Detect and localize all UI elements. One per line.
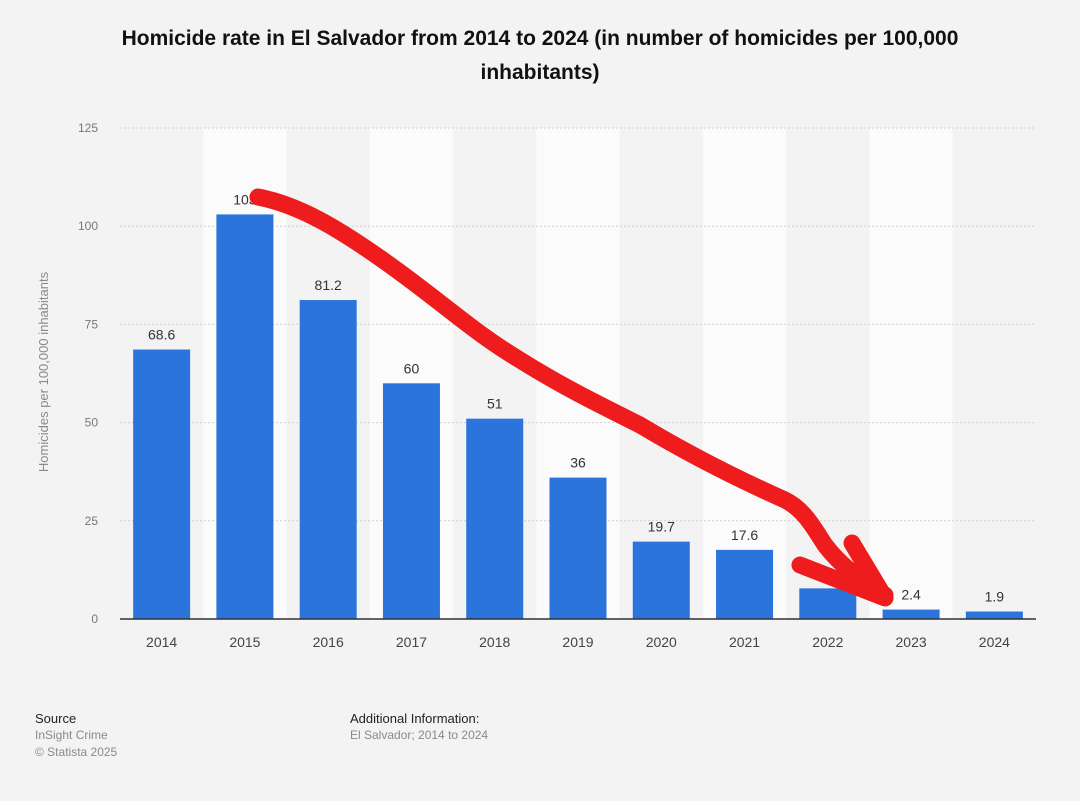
source-block: Source InSight Crime © Statista 2025 [35, 710, 117, 761]
chart-title: Homicide rate in El Salvador from 2014 t… [121, 27, 959, 84]
data-label-2024: 1.9 [985, 589, 1005, 605]
bar-2014 [133, 349, 191, 619]
data-label-2021: 17.6 [731, 527, 758, 543]
bar-2015 [216, 214, 274, 619]
red-arrow-head [791, 534, 894, 607]
additional-info-block: Additional Information: El Salvador; 201… [350, 710, 488, 744]
x-tick-label: 2024 [979, 634, 1010, 650]
source-heading: Source [35, 711, 77, 726]
bar-2019 [549, 477, 607, 619]
y-tick-label: 75 [85, 317, 99, 331]
bar-2024 [965, 611, 1023, 619]
bar-2020 [632, 541, 690, 619]
data-label-2023: 2.4 [901, 587, 921, 603]
additional-info-heading: Additional Information: [350, 711, 480, 726]
column-shade [702, 128, 787, 619]
y-tick-label: 100 [78, 219, 98, 233]
additional-info-text: El Salvador; 2014 to 2024 [350, 728, 489, 742]
x-tick-label: 2018 [479, 634, 510, 650]
x-tick-label: 2021 [729, 634, 760, 650]
y-axis-label: Homicides per 100,000 inhabitants [36, 271, 51, 473]
x-tick-label: 2016 [313, 634, 344, 650]
bar-2017 [382, 383, 440, 619]
x-tick-label: 2014 [146, 634, 177, 650]
bar-2022 [799, 588, 857, 619]
bar-2021 [716, 549, 774, 619]
y-tick-label: 25 [85, 514, 99, 528]
data-label-2018: 51 [487, 396, 503, 412]
y-tick-label: 50 [85, 416, 99, 430]
x-tick-label: 2017 [396, 634, 427, 650]
x-tick-label: 2023 [896, 634, 927, 650]
x-tick-label: 2022 [812, 634, 843, 650]
column-shade [869, 128, 953, 619]
bar-2023 [882, 609, 940, 619]
data-label-2014: 68.6 [148, 327, 175, 343]
data-label-2020: 19.7 [648, 519, 675, 535]
data-label-2019: 36 [570, 455, 586, 471]
y-tick-label: 125 [78, 121, 98, 135]
y-tick-label: 0 [91, 612, 98, 626]
bar-2018 [466, 418, 524, 619]
bar-2016 [299, 300, 357, 619]
copyright-line: © Statista 2025 [35, 745, 118, 759]
data-label-2017: 60 [404, 360, 420, 376]
x-tick-label: 2015 [229, 634, 260, 650]
source-line[interactable]: InSight Crime [35, 728, 108, 742]
x-tick-label: 2019 [562, 634, 593, 650]
x-tick-label: 2020 [646, 634, 677, 650]
data-label-2016: 81.2 [315, 277, 342, 293]
red-arrow-shaft [249, 188, 894, 604]
